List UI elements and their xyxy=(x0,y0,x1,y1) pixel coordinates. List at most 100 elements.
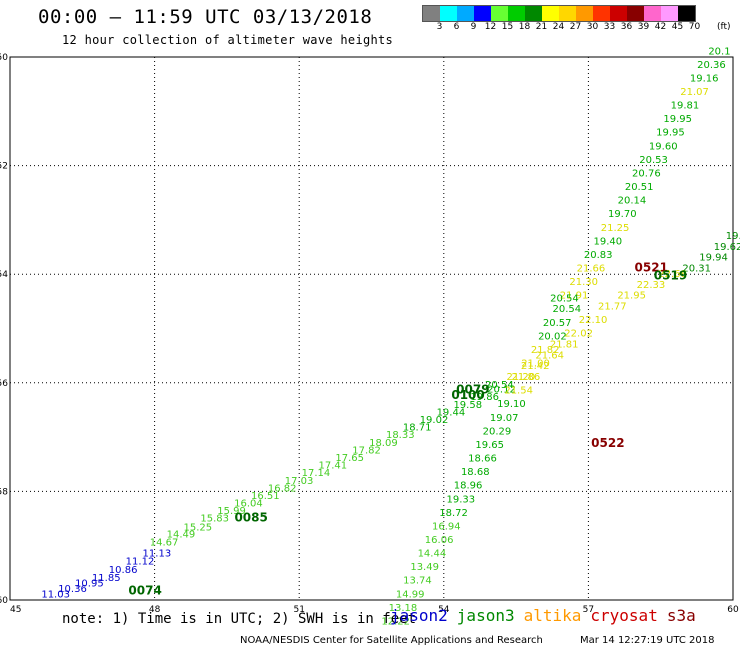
data-label: 19.10 xyxy=(497,399,526,410)
data-label: 19.95 xyxy=(663,114,692,125)
y-tick-label: -52 xyxy=(0,162,8,172)
track-value: 15.25 xyxy=(184,522,213,533)
legend-label: 24 xyxy=(552,22,565,32)
satellite-s3a: s3a xyxy=(666,606,696,625)
track-value: 10.95 xyxy=(75,578,104,589)
data-label: 18.66 xyxy=(468,454,497,465)
track-value: 17.03 xyxy=(285,476,314,487)
track-value: 17.14 xyxy=(302,468,331,479)
data-label: 20.57 xyxy=(543,318,572,329)
data-label: 21.66 xyxy=(577,263,606,274)
data-label: 18.68 xyxy=(461,467,490,478)
data-label: 19.33 xyxy=(446,494,475,505)
data-label: 16.94 xyxy=(432,521,461,532)
data-label: 21.00 xyxy=(521,359,550,370)
legend-label: 6 xyxy=(453,22,460,32)
data-label: 13.49 xyxy=(410,562,439,573)
time-label: 0521 xyxy=(635,260,668,274)
data-label: 20.29 xyxy=(483,426,512,437)
credit-line: NOAA/NESDIS Center for Satellite Applica… xyxy=(240,635,543,646)
chart-title: 00:00 – 11:59 UTC 03/13/2018 xyxy=(38,6,373,28)
legend-swatch xyxy=(474,6,491,21)
legend-label: 18 xyxy=(518,22,531,32)
track-value: 22.68 xyxy=(658,269,687,280)
x-tick-label: 45 xyxy=(10,605,21,615)
legend-swatch xyxy=(576,6,593,21)
data-label: 20.54 xyxy=(553,304,582,315)
data-label: 19.65 xyxy=(475,440,504,451)
data-label: 19.07 xyxy=(490,413,519,424)
data-label: 14.99 xyxy=(396,589,425,600)
track-value: 21.95 xyxy=(617,291,646,302)
data-label: 20.54 xyxy=(550,293,579,304)
track-value: 15.99 xyxy=(217,506,246,517)
y-tick-label: -54 xyxy=(0,270,8,280)
legend-label: 27 xyxy=(569,22,582,32)
track-value: 10.36 xyxy=(58,584,87,595)
generation-timestamp: Mar 14 12:27:19 UTC 2018 xyxy=(580,635,715,646)
y-tick-label: -60 xyxy=(0,596,8,606)
data-label: 20.51 xyxy=(625,182,654,193)
track-value: 11.13 xyxy=(143,549,172,560)
legend-label: 45 xyxy=(671,22,684,32)
data-label: 20.53 xyxy=(639,155,668,166)
x-tick-label: 51 xyxy=(293,605,304,615)
data-label: 21.07 xyxy=(680,87,709,98)
legend-swatch xyxy=(440,6,457,21)
track-value: 19.62 xyxy=(714,242,740,253)
track-value: 18.09 xyxy=(369,438,398,449)
legend-swatch xyxy=(559,6,576,21)
data-label: 20.83 xyxy=(584,250,613,261)
legend-label: 15 xyxy=(501,22,514,32)
data-label: 13.18 xyxy=(389,603,418,614)
color-scale-legend xyxy=(422,5,696,22)
legend-label: 9 xyxy=(470,22,477,32)
track-value: 21.20 xyxy=(506,372,535,383)
track-value: 11.03 xyxy=(41,589,70,600)
x-tick-label: 54 xyxy=(438,605,450,615)
track-value: 19.1 xyxy=(726,231,740,242)
color-scale-labels: 3 6 9 12 15 18 21 24 27 30 33 36 39 42 45 70 xyxy=(422,22,740,34)
x-tick-label: 57 xyxy=(583,605,594,615)
track-value: 17.41 xyxy=(318,461,347,472)
track-value: 19.02 xyxy=(420,415,449,426)
data-label: 12.22 xyxy=(381,616,410,627)
data-label: 19.81 xyxy=(671,101,700,112)
track-value: 10.86 xyxy=(109,565,138,576)
track-value: 14.67 xyxy=(150,538,179,549)
legend-swatch xyxy=(661,6,678,21)
track-value: 21.81 xyxy=(550,340,579,351)
data-label: 20.1 xyxy=(708,46,730,57)
plot-frame xyxy=(9,56,734,601)
satellite-altika: altika xyxy=(523,606,582,625)
track-value: 22.02 xyxy=(564,329,593,340)
legend-label: 33 xyxy=(603,22,616,32)
track-value: 18.71 xyxy=(403,423,432,434)
data-label: 21.91 xyxy=(560,291,589,302)
track-value: 17.65 xyxy=(335,453,364,464)
data-label: 19.40 xyxy=(593,236,622,247)
track-value: 19.58 xyxy=(453,400,482,411)
time-label: 0519 xyxy=(654,269,687,283)
legend-swatch xyxy=(525,6,542,21)
data-label: 19.95 xyxy=(656,128,685,139)
legend-label: 30 xyxy=(586,22,599,32)
legend-label: 42 xyxy=(654,22,667,32)
legend-label: 21 xyxy=(535,22,548,32)
satellite-jason2: jason2 xyxy=(390,606,448,625)
data-label: 20.76 xyxy=(632,168,661,179)
track-value: 21.42 xyxy=(521,361,550,372)
track-value: 18.33 xyxy=(386,430,415,441)
time-label: 0100 xyxy=(451,388,484,402)
time-label: 0522 xyxy=(591,436,624,450)
data-label: 20.02 xyxy=(538,331,567,342)
legend-swatch xyxy=(610,6,627,21)
data-label: 14.44 xyxy=(418,549,447,560)
track-value: 16.04 xyxy=(234,499,263,510)
time-label: 0085 xyxy=(234,510,267,524)
legend-swatch xyxy=(491,6,508,21)
